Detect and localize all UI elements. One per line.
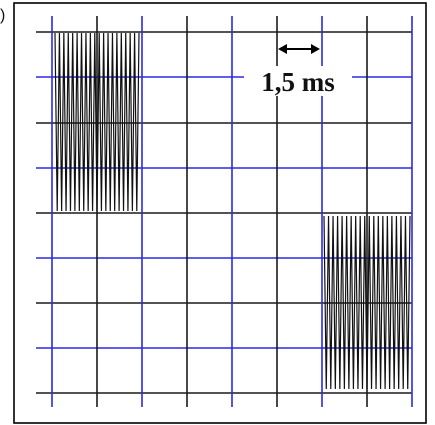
oscilloscope-grid xyxy=(36,16,413,407)
scale-label-background xyxy=(244,66,352,96)
signal-burst-lower-right xyxy=(323,215,411,390)
signal-burst-upper-left xyxy=(54,32,140,212)
double-headed-arrow-icon xyxy=(278,44,320,54)
time-scale-label: 1,5 ms xyxy=(261,67,335,97)
panel-frame xyxy=(13,2,427,424)
time-scale-annotation: 1,5 ms xyxy=(244,44,352,97)
figure-edge-mark: ) xyxy=(0,7,5,24)
